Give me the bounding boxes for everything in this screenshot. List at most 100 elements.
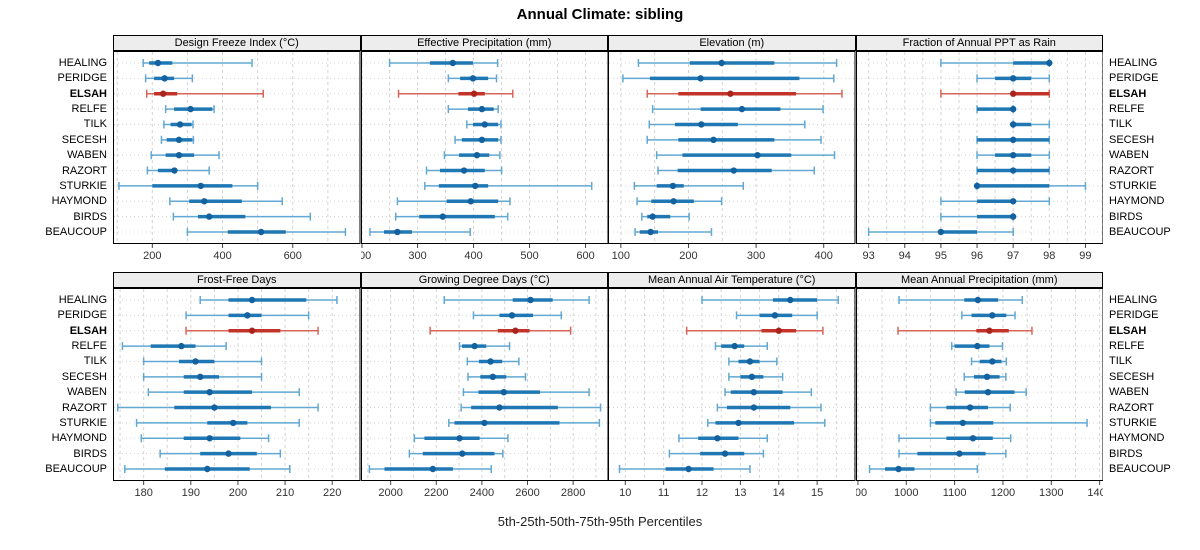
site-label-left-elsah: ELSAH — [69, 87, 107, 100]
series-elsah — [896, 326, 1033, 335]
series-razort — [716, 403, 822, 412]
site-label-left-haymond: HAYMOND — [51, 432, 107, 445]
site-label-left-birds: BIRDS — [73, 210, 107, 223]
site-label-left-birds: BIRDS — [73, 447, 107, 460]
axis-tick-label: 200 — [229, 487, 247, 499]
axis-tick-label: 200 — [143, 250, 161, 262]
series-beaucoup — [368, 228, 471, 236]
series-secesh — [728, 372, 784, 381]
series-birds — [897, 449, 1007, 458]
series-haymond — [636, 197, 723, 206]
series-tilk — [728, 357, 778, 366]
site-label-right-beaucoup: BEAUCOUP — [1109, 463, 1171, 475]
site-label-right-secesh: SECESH — [1109, 370, 1155, 383]
axis-tick-label: 95 — [934, 250, 946, 262]
series-waben — [147, 388, 300, 397]
site-label-right-healing: HEALING — [1109, 57, 1158, 69]
site-label-left-secesh: SECESH — [61, 370, 107, 383]
series-relfe — [458, 342, 510, 351]
series-tilk — [648, 120, 806, 129]
series-beaucoup — [368, 465, 492, 473]
series-waben — [462, 388, 590, 397]
series-peridge — [472, 311, 562, 320]
site-label-right-tilk: TILK — [1109, 355, 1133, 368]
series-healing — [199, 296, 338, 304]
axis-tick-label: 1100 — [942, 487, 966, 499]
site-label-right-razort: RAZORT — [1109, 164, 1155, 177]
series-waben — [443, 151, 501, 160]
site-label-left-razort: RAZORT — [61, 401, 107, 414]
series-peridge — [144, 74, 194, 83]
site-label-left-peridge: PERIDGE — [57, 72, 107, 85]
site-label-left-healing: HEALING — [58, 57, 107, 69]
series-healing — [388, 59, 498, 67]
site-label-left-beaucoup: BEAUCOUP — [45, 226, 107, 238]
axis-tick-label: 400 — [464, 250, 482, 262]
series-beaucoup — [868, 465, 978, 473]
series-sturkie — [447, 418, 600, 427]
series-tilk — [163, 120, 194, 129]
series-sturkie — [118, 181, 259, 190]
series-peridge — [975, 74, 1050, 83]
site-label-left-haymond: HAYMOND — [51, 195, 107, 208]
series-haymond — [678, 434, 768, 443]
site-label-right-healing: HEALING — [1109, 294, 1158, 306]
panel-strip-growing-degree-days-c: Growing Degree Days (°C) — [360, 272, 608, 288]
series-elsah — [145, 89, 265, 98]
site-label-right-relfe: RELFE — [1109, 340, 1145, 353]
series-birds — [939, 212, 1016, 221]
site-label-left-healing: HEALING — [58, 294, 107, 306]
series-relfe — [714, 342, 768, 351]
axis-tick-label: 2400 — [469, 487, 493, 499]
series-tilk — [465, 120, 502, 129]
axis-tick-label: 400 — [213, 250, 231, 262]
axis-tick-label: 300 — [747, 250, 765, 262]
series-sturkie — [973, 181, 1086, 190]
series-birds — [668, 449, 765, 458]
panel-plot-growing-degree-days-c: 2000 2200 2400 2600 2800 — [360, 288, 608, 499]
site-label-right-peridge: PERIDGE — [1109, 72, 1159, 85]
series-relfe — [950, 342, 1003, 351]
axis-tick-label: 13 — [734, 487, 746, 499]
series-sturkie — [135, 418, 300, 427]
panel-plot-frost-free-days: 180 190 200 210 220 — [113, 288, 361, 499]
panel-strip-elevation-m: Elevation (m) — [608, 35, 856, 51]
site-label-left-tilk: TILK — [83, 118, 107, 131]
series-secesh — [975, 135, 1050, 144]
site-label-right-waben: WABEN — [1109, 386, 1149, 399]
series-beaucoup — [186, 228, 347, 236]
axis-tick-label: 300 — [408, 250, 426, 262]
series-relfe — [651, 105, 824, 114]
site-label-left-relfe: RELFE — [71, 340, 107, 353]
series-healing — [637, 59, 838, 67]
site-label-right-sturkie: STURKIE — [1109, 416, 1157, 429]
axis-tick-label: 2600 — [515, 487, 539, 499]
series-waben — [954, 388, 1027, 397]
site-label-left-tilk: TILK — [83, 355, 107, 368]
series-haymond — [413, 434, 509, 443]
series-waben — [150, 151, 220, 160]
site-label-right-peridge: PERIDGE — [1109, 309, 1159, 322]
panel-strip-frost-free-days: Frost-Free Days — [113, 272, 361, 288]
series-razort — [975, 166, 1050, 175]
x-axis-caption: 5th-25th-50th-75th-95th Percentiles — [497, 514, 703, 529]
series-peridge — [185, 311, 310, 320]
series-peridge — [960, 311, 1016, 320]
axis-tick-label: 11 — [658, 487, 669, 499]
series-waben — [655, 151, 836, 160]
series-razort — [459, 403, 601, 412]
series-sturkie — [423, 181, 592, 190]
series-secesh — [646, 135, 822, 144]
series-razort — [116, 403, 319, 412]
axis-tick-label: 1300 — [1039, 487, 1063, 499]
series-razort — [657, 166, 815, 175]
site-label-left-beaucoup: BEAUCOUP — [45, 463, 107, 475]
series-relfe — [447, 105, 499, 114]
series-beaucoup — [124, 465, 291, 473]
axis-tick-label: 100 — [612, 250, 630, 262]
panel-plot-mean-annual-air-temperature-c: 10 11 12 13 14 15 — [608, 288, 856, 499]
series-elsah — [939, 89, 1050, 98]
series-razort — [146, 166, 210, 175]
series-birds — [172, 212, 312, 221]
